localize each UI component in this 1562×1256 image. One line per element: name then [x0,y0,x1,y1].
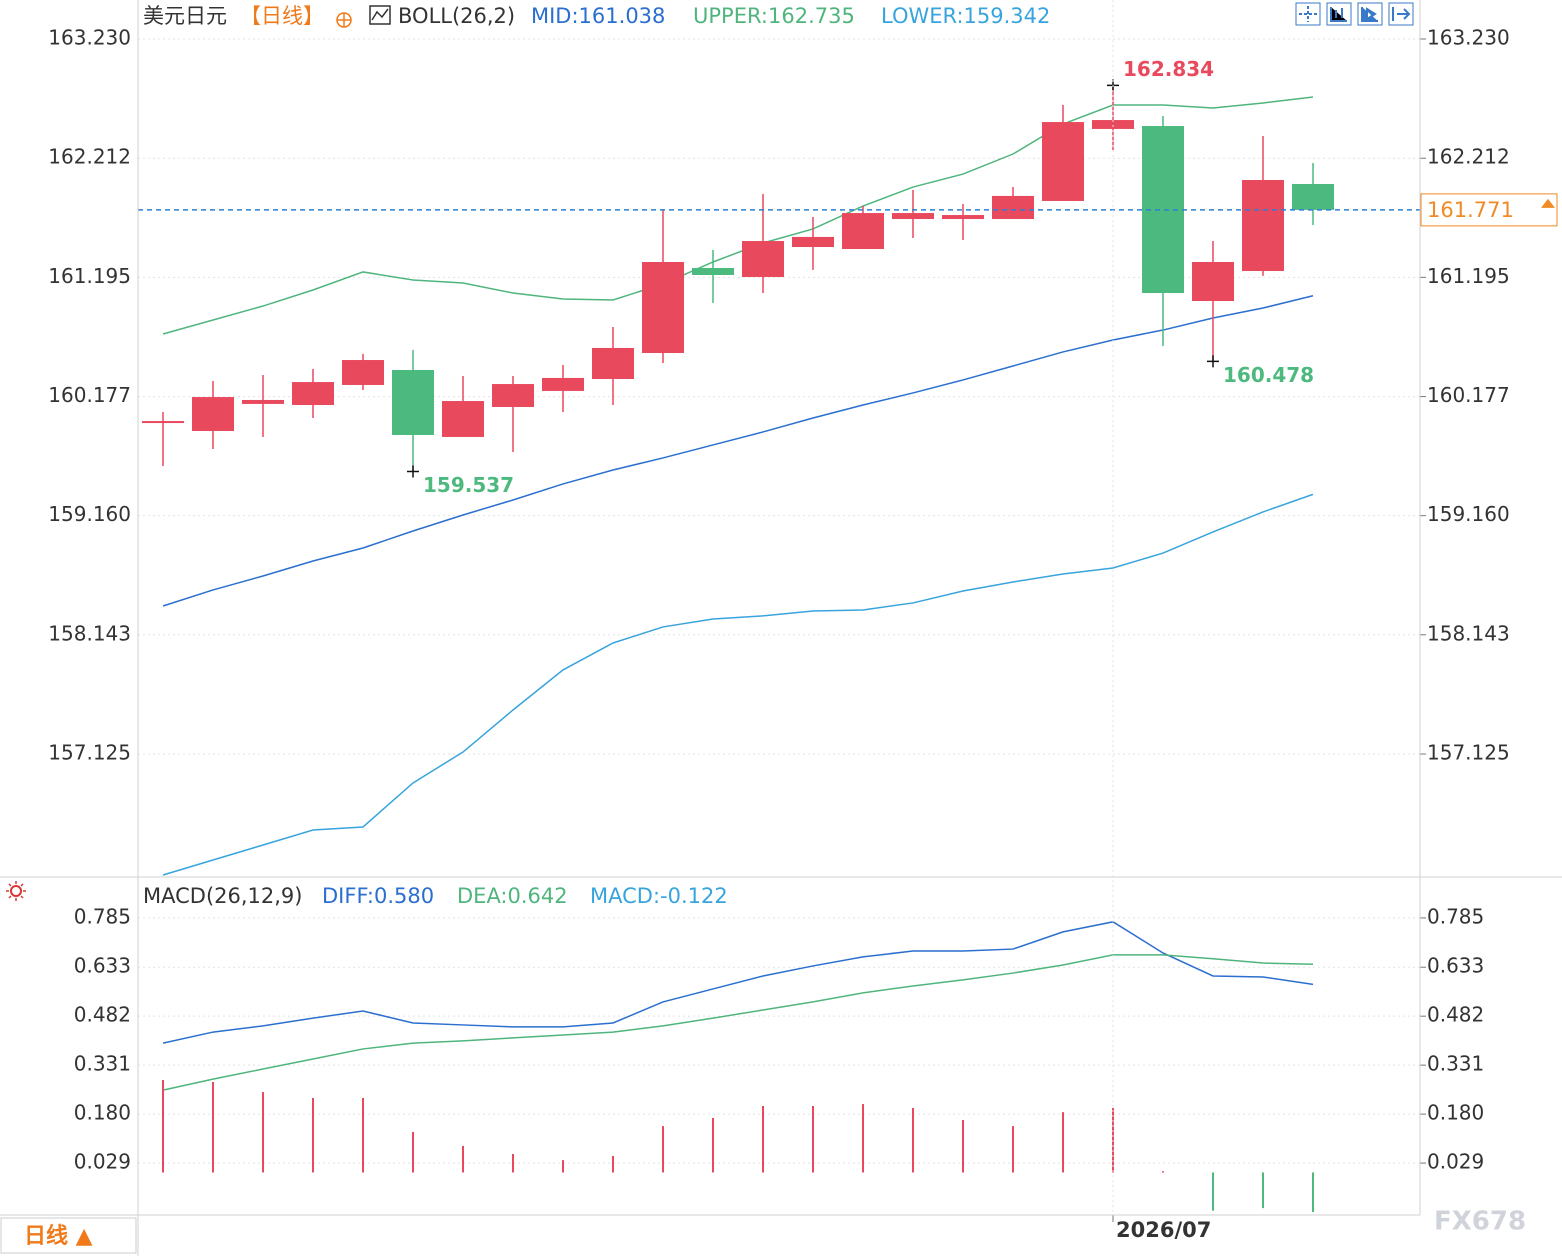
candle-body [242,399,284,404]
y-tick-label-right: 0.029 [1427,1150,1484,1174]
candle-body [292,382,334,405]
low-annotation: 159.537 [423,473,514,497]
legend-macd: MACD:-0.122 [590,884,728,908]
y-tick-label-right: 163.230 [1427,26,1510,50]
y-tick-label: 160.177 [48,383,131,407]
period-button-label[interactable]: 日线 ▲ [24,1223,93,1249]
boll-line [162,294,1314,607]
candle-body [642,261,684,353]
last-price-arrow [1541,198,1555,208]
indicator-icon[interactable] [369,5,391,25]
x-tick-label: 2026/07 [1116,1218,1211,1242]
low-annotation: 160.478 [1223,363,1314,387]
candle-body [1292,183,1334,210]
period-button[interactable] [0,1217,137,1254]
legend-upper: UPPER:162.735 [693,4,855,28]
legend-mid: MID:161.038 [531,4,665,28]
y-tick-label-right: 0.633 [1427,954,1484,978]
toolbar [1295,2,1414,26]
candle-body [542,377,584,391]
y-tick-label: 159.160 [48,502,131,526]
boll-line [162,96,1314,335]
candle-body [792,236,834,248]
legend-lower: LOWER:159.342 [881,4,1050,28]
y-tick-label-right: 0.785 [1427,904,1484,928]
last-price-box [1420,193,1558,227]
y-tick-label: 0.633 [74,954,131,978]
candle-body [942,215,984,220]
candle-body [442,401,484,437]
macd-line [162,921,1314,1044]
candle-body [142,421,184,424]
candle-body [692,267,734,275]
candle-body [1092,120,1134,129]
candle-body [1192,261,1234,301]
y-tick-label-right: 158.143 [1427,621,1510,645]
candle-body [742,241,784,277]
y-tick-label-right: 0.180 [1427,1101,1484,1125]
candle-body [592,347,634,379]
instrument-title: 美元日元 [143,4,227,28]
y-tick-label: 157.125 [48,741,131,765]
y-tick-label: 163.230 [48,26,131,50]
y-tick-label: 0.029 [74,1150,131,1174]
y-tick-label: 162.212 [48,145,131,169]
candle-body [392,369,434,435]
macd-title: MACD(26,12,9) [143,884,303,908]
last-price-label: 161.771 [1427,198,1514,222]
macd-line [162,954,1314,1091]
add-icon[interactable] [336,12,352,28]
candle-body [342,360,384,385]
indicator-name: BOLL(26,2) [398,4,515,28]
y-tick-label: 0.785 [74,904,131,928]
legend-diff: DIFF:0.580 [322,884,434,908]
extreme-marker [407,465,419,478]
candle-body [1042,122,1084,201]
high-annotation: 162.834 [1123,57,1214,81]
y-tick-label-right: 0.331 [1427,1052,1484,1076]
candle-body [842,213,884,249]
macd-settings-icon[interactable] [6,881,26,901]
y-tick-label: 0.331 [74,1052,131,1076]
y-tick-label-right: 161.195 [1427,264,1510,288]
plot-layer: 163.230 163.230 162.212 162.212 161.195 161.1… [48,26,1550,1242]
legend-dea: DEA:0.642 [457,884,568,908]
candle-body [492,384,534,407]
extreme-marker [1207,355,1219,368]
y-tick-label: 0.180 [74,1101,131,1125]
period-label[interactable]: 【日线】 [240,4,324,28]
candle-body [892,213,934,220]
y-tick-label-right: 160.177 [1427,383,1510,407]
watermark: FX678 [1434,1207,1526,1237]
y-tick-label: 158.143 [48,621,131,645]
candle-body [1242,180,1284,272]
y-tick-label: 0.482 [74,1003,131,1027]
y-tick-label-right: 159.160 [1427,502,1510,526]
boll-line [162,493,1314,876]
candle-body [992,195,1034,220]
y-tick-label-right: 0.482 [1427,1003,1484,1027]
y-tick-label-right: 162.212 [1427,145,1510,169]
candle-body [192,397,234,431]
y-tick-label: 161.195 [48,264,131,288]
y-tick-label-right: 157.125 [1427,741,1510,765]
